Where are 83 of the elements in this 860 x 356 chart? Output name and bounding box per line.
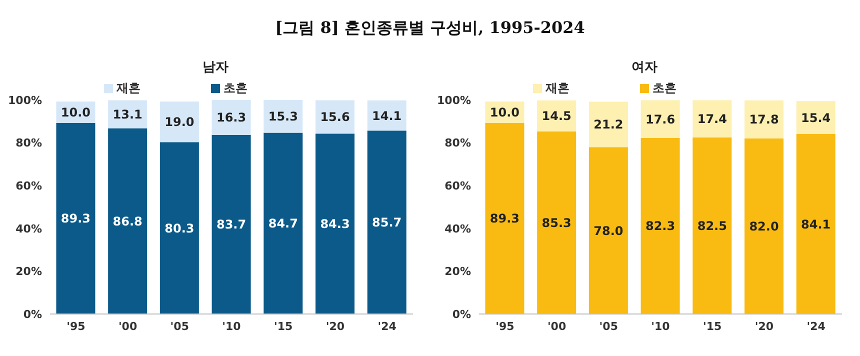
bar (537, 131, 576, 314)
data-label: 82.5 (697, 218, 727, 233)
data-label: 21.2 (594, 118, 624, 132)
x-tick-label: '10 (222, 320, 242, 333)
x-tick-label: '15 (703, 320, 722, 333)
x-tick-label: '05 (170, 320, 189, 333)
data-label: 82.3 (645, 219, 676, 234)
data-label: 17.4 (697, 112, 727, 126)
y-tick-label: 0% (23, 308, 42, 321)
data-label: 89.3 (60, 212, 91, 226)
x-tick-label: '20 (326, 320, 345, 333)
data-label: 80.3 (164, 221, 194, 236)
data-label: 86.8 (112, 214, 142, 228)
legend-label: 초혼 (224, 81, 248, 95)
bar (160, 142, 199, 314)
data-label: 85.3 (542, 216, 572, 230)
y-tick-label: 80% (16, 136, 42, 150)
x-tick-label: '15 (274, 320, 293, 333)
y-tick-label: 60% (16, 180, 42, 193)
legend-label: 재혼 (546, 81, 570, 95)
bar (692, 137, 732, 314)
y-tick-label: 20% (16, 265, 42, 278)
data-label: 15.4 (801, 110, 831, 125)
bar (588, 147, 628, 314)
data-label: 89.3 (490, 212, 520, 226)
bar (108, 128, 148, 314)
bar (160, 102, 199, 142)
bar (796, 101, 836, 134)
data-label: 10.0 (60, 105, 91, 120)
x-tick-label: '10 (651, 320, 670, 333)
bar (56, 122, 96, 314)
y-tick-label: 0% (452, 308, 471, 321)
bar (744, 138, 784, 314)
bar (316, 100, 355, 134)
data-label: 14.5 (542, 109, 572, 124)
bar (212, 100, 251, 135)
data-label: 14.1 (372, 108, 402, 123)
data-label: 78.0 (594, 224, 624, 238)
x-tick-label: '05 (599, 320, 618, 333)
data-label: 82.0 (749, 220, 779, 234)
y-tick-label: 40% (444, 222, 471, 236)
data-label: 84.1 (801, 217, 831, 232)
x-tick-label: '00 (118, 320, 138, 333)
data-label: 84.7 (268, 216, 298, 231)
bar (640, 138, 680, 314)
x-tick-label: '20 (754, 320, 774, 333)
data-label: 19.0 (164, 115, 194, 130)
y-tick-label: 100% (437, 94, 471, 107)
x-tick-label: '95 (496, 320, 514, 333)
bar (692, 100, 732, 138)
data-label: 16.3 (216, 110, 246, 125)
data-label: 17.8 (749, 112, 779, 127)
x-tick-label: '24 (378, 320, 397, 333)
y-tick-label: 100% (8, 94, 42, 107)
chart-subtitle: 남자 (202, 59, 230, 76)
data-label: 85.7 (372, 216, 402, 230)
x-tick-label: '95 (66, 320, 86, 333)
legend-label: 초혼 (652, 81, 676, 95)
data-label: 15.3 (268, 110, 298, 124)
bar (744, 100, 784, 139)
bar (367, 130, 406, 314)
bar (640, 100, 680, 138)
bar (796, 134, 836, 314)
data-label: 84.3 (320, 217, 350, 232)
y-tick-label: 80% (444, 136, 471, 150)
chart-title: 여자 (630, 59, 658, 76)
y-tick-label: 20% (444, 265, 471, 278)
bar (485, 122, 524, 314)
x-tick-label: '24 (806, 320, 826, 333)
y-tick-label: 60% (444, 180, 471, 193)
bar (316, 134, 355, 314)
legend-label: 재혼 (116, 81, 140, 95)
data-label: 15.6 (320, 110, 350, 124)
data-label: 10.0 (490, 105, 520, 120)
data-label: 13.1 (112, 107, 142, 122)
chart-title: [그림 8] 혼인종류별 구성비, 1995-2024 (274, 17, 586, 39)
x-tick-label: '00 (547, 320, 566, 333)
data-label: 17.6 (645, 112, 676, 126)
bar (212, 134, 251, 314)
y-tick-label: 40% (16, 222, 42, 236)
bar (588, 102, 628, 148)
bar (264, 132, 303, 314)
data-label: 83.7 (216, 218, 246, 232)
